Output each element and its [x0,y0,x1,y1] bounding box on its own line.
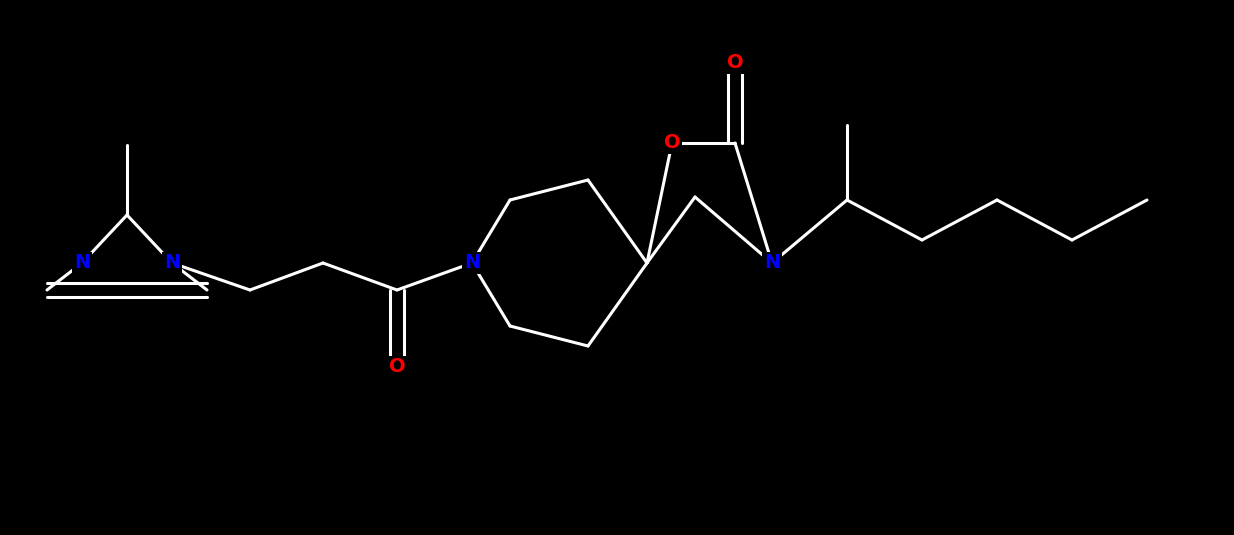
Text: N: N [464,254,480,272]
Text: O: O [727,54,743,73]
Text: O: O [664,134,680,152]
Text: N: N [74,254,90,272]
Text: N: N [764,254,780,272]
Text: N: N [164,254,180,272]
Text: O: O [389,357,405,377]
